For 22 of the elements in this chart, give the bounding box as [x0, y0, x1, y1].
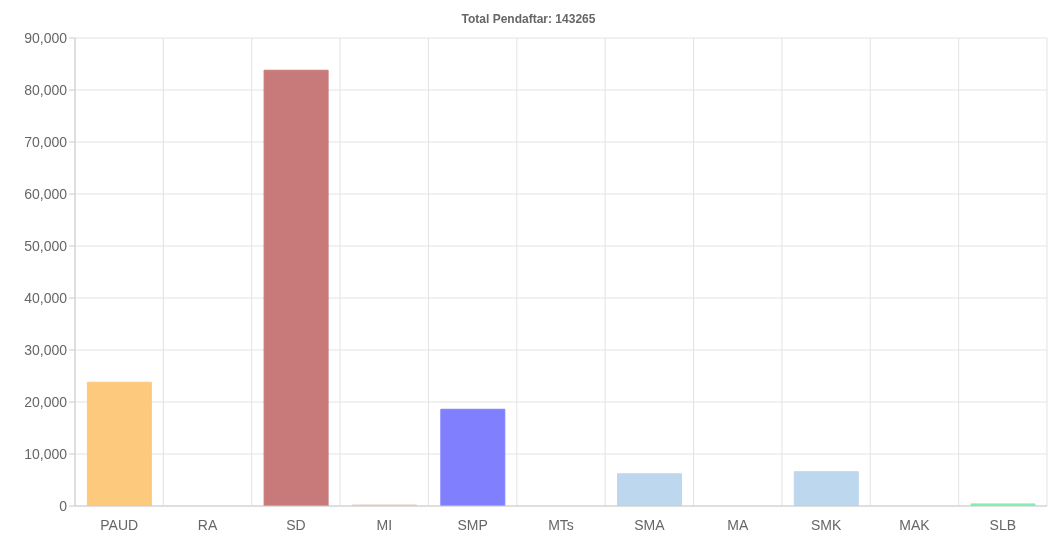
- x-tick-label: MA: [727, 516, 749, 533]
- y-tick-label: 10,000: [24, 445, 68, 462]
- x-tick-label: SLB: [989, 516, 1017, 533]
- x-tick-label: SMP: [457, 516, 488, 533]
- chart-title: Total Pendaftar: 143265: [460, 11, 597, 28]
- y-tick-label: 90,000: [24, 29, 68, 46]
- y-tick-label: 0: [59, 497, 68, 514]
- y-tick-label: 60,000: [24, 185, 68, 202]
- x-tick-label: SD: [286, 516, 306, 533]
- y-tick-label: 70,000: [24, 133, 68, 150]
- y-tick-label: 30,000: [24, 341, 68, 358]
- x-tick-label: PAUD: [100, 516, 139, 533]
- x-tick-label: MAK: [899, 516, 931, 533]
- x-tick-label: MTs: [548, 516, 574, 533]
- y-tick-label: 20,000: [24, 393, 68, 410]
- y-tick-label: 40,000: [24, 289, 68, 306]
- x-tick-label: RA: [197, 516, 218, 533]
- x-tick-label: MI: [376, 516, 393, 533]
- x-tick-label: SMK: [810, 516, 842, 533]
- x-tick-label: SMA: [634, 516, 666, 533]
- y-tick-label: 50,000: [24, 237, 68, 254]
- y-tick-label: 80,000: [24, 81, 68, 98]
